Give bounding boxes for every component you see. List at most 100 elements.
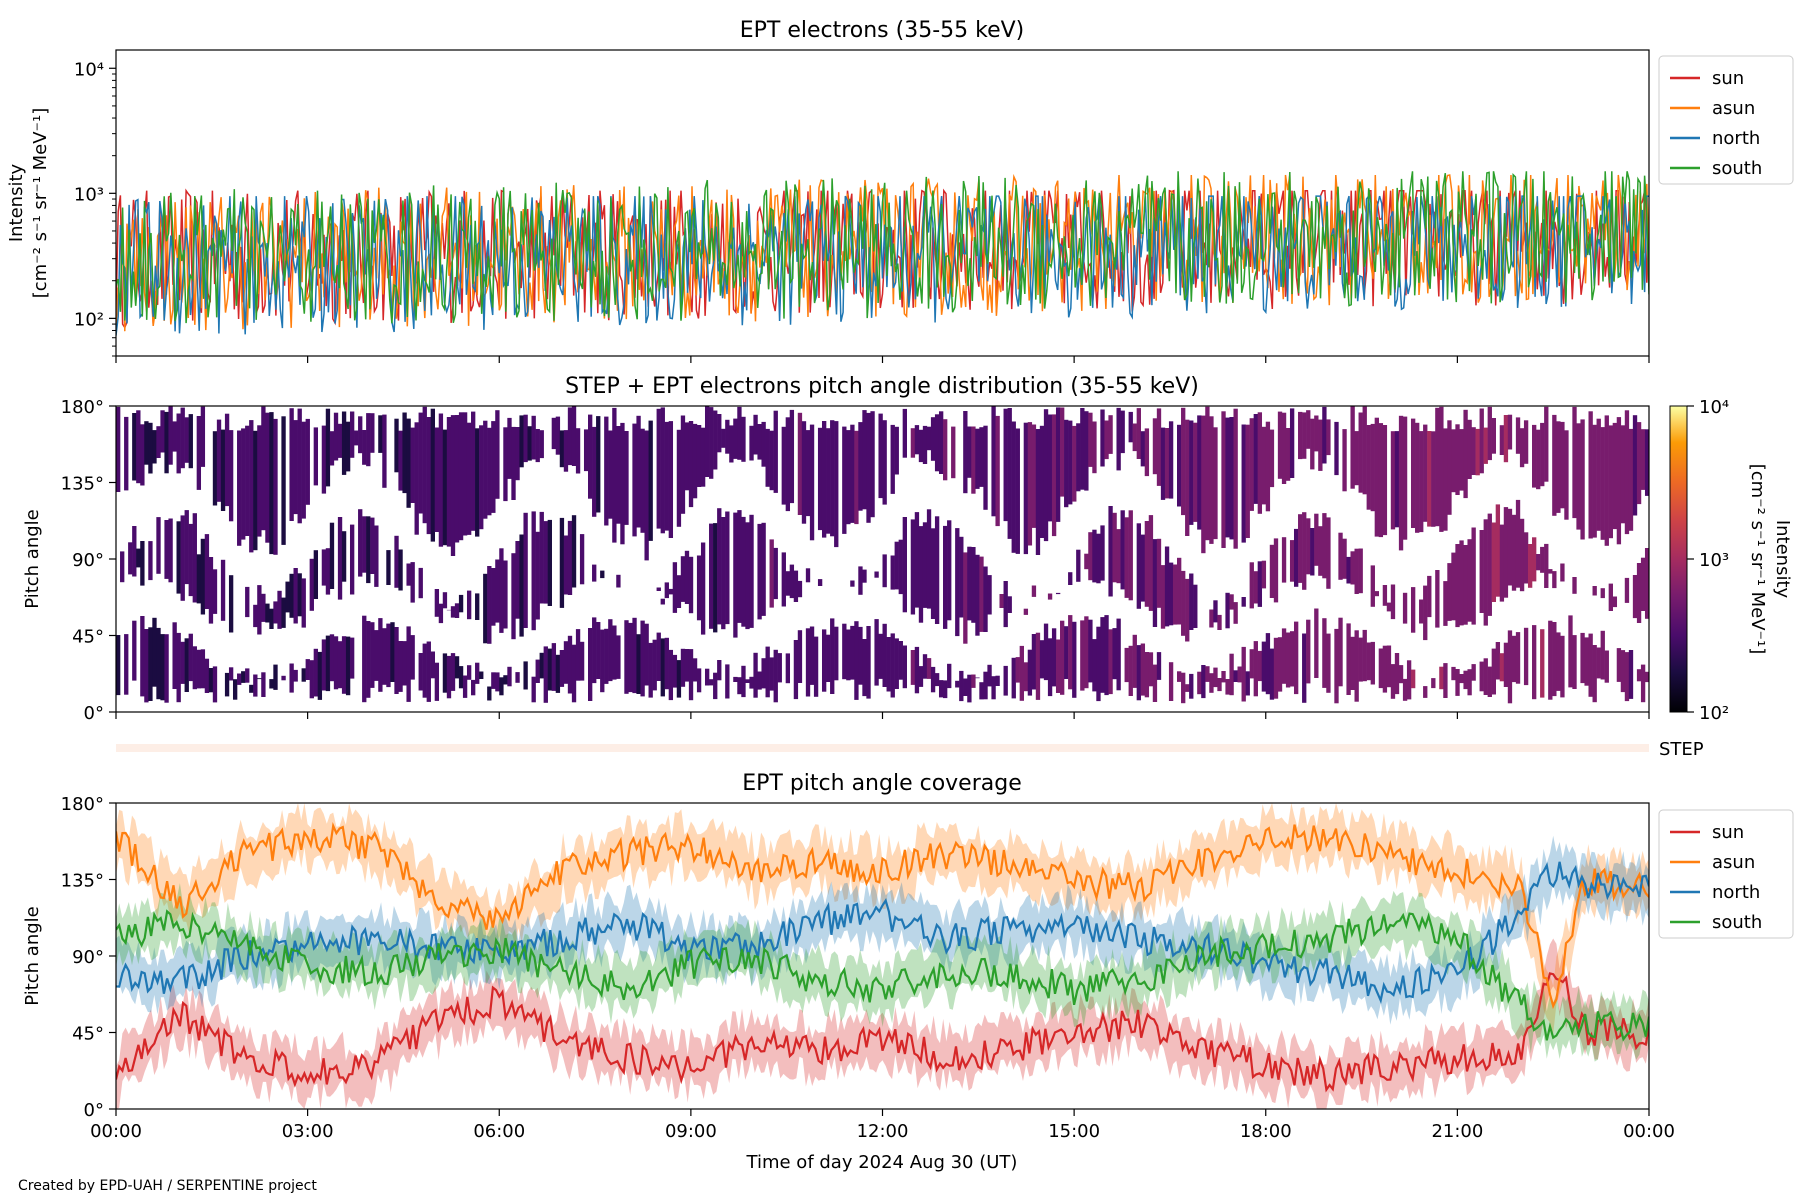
heatmap-cell — [309, 660, 314, 699]
heatmap-cell — [1189, 420, 1194, 525]
heatmap-cell — [164, 411, 169, 474]
heatmap-cell — [1346, 556, 1351, 584]
heatmap-cell — [1181, 672, 1186, 704]
heatmap-cell — [152, 617, 157, 687]
heatmap-cell — [1423, 585, 1428, 641]
heatmap-cell — [588, 414, 593, 499]
legend-label-sun: sun — [1712, 822, 1744, 843]
heatmap-cell — [180, 407, 185, 469]
heatmap-cell — [269, 679, 274, 689]
heatmap-cell — [1374, 417, 1379, 537]
heatmap-cell — [394, 535, 399, 588]
heatmap-cell — [1507, 630, 1513, 704]
heatmap-cell — [1503, 507, 1509, 598]
heatmap-cell — [700, 427, 706, 487]
heatmap-cell — [902, 408, 907, 458]
heatmap-cell — [176, 632, 181, 703]
heatmap-cell — [1209, 673, 1214, 693]
heatmap-cell — [426, 417, 431, 535]
heatmap-cell — [914, 646, 920, 694]
heatmap-cell — [1285, 428, 1291, 481]
heatmap-cell — [543, 646, 548, 703]
heatmap-cell — [293, 669, 298, 682]
heatmap-cell — [1144, 652, 1150, 698]
coverage-line-north — [116, 861, 1649, 1004]
heatmap-cell — [983, 566, 988, 632]
heatmap-cell — [1108, 629, 1113, 695]
heatmap-cell — [1201, 665, 1206, 699]
heatmap-cell — [1576, 423, 1581, 530]
heatmap-cell — [124, 416, 129, 491]
heatmap-cell — [785, 417, 791, 512]
heatmap-cell — [249, 684, 254, 693]
heatmap-cell — [1055, 639, 1061, 693]
heatmap-cell — [422, 643, 427, 698]
heatmap-cell — [1132, 423, 1137, 452]
heatmap-cell — [1144, 521, 1150, 607]
heatmap-cell — [1084, 616, 1089, 689]
heatmap-cell — [1298, 411, 1303, 460]
heatmap-cell — [616, 635, 621, 679]
heatmap-cell — [1172, 564, 1178, 625]
heatmap-cell — [902, 517, 907, 613]
heatmap-cell — [608, 619, 613, 682]
heatmap-cell — [765, 428, 770, 487]
footer-credit: Created by EPD-UAH / SERPENTINE project — [18, 1178, 317, 1194]
heatmap-cell — [1293, 528, 1299, 587]
heatmap-cell — [660, 598, 665, 605]
heatmap-cell — [164, 634, 169, 703]
heatmap-cell — [612, 625, 617, 680]
heatmap-cell — [483, 420, 488, 519]
heatmap-cell — [414, 422, 419, 535]
heatmap-cell — [370, 622, 375, 688]
heatmap-cell — [1273, 637, 1279, 699]
heatmap-cell — [196, 416, 202, 490]
heatmap-cell — [285, 581, 290, 613]
heatmap-cell — [894, 426, 899, 475]
heatmap-cell — [1027, 422, 1033, 546]
heatmap-cell — [1406, 660, 1412, 700]
heatmap-cell — [676, 575, 682, 608]
heatmap-cell — [454, 603, 460, 618]
heatmap-cell — [934, 414, 940, 472]
heatmap-cell — [362, 615, 367, 703]
heatmap-cell — [721, 517, 726, 630]
heatmap-cell — [692, 658, 698, 682]
heatmap-cell — [1055, 592, 1061, 595]
heatmap-cell — [1213, 600, 1218, 623]
heatmap-cell — [902, 645, 907, 689]
heatmap-cell — [531, 511, 536, 631]
heatmap-cell — [1201, 415, 1206, 554]
heatmap-cell — [979, 682, 984, 700]
colorbar-ticks: 10² 10³ 10⁴ — [1687, 397, 1729, 724]
heatmap-cell — [1487, 513, 1492, 616]
heatmap-cell — [289, 573, 294, 618]
heatmap-cell — [910, 650, 916, 685]
panel-pitch-angle-distribution: STEP + EPT electrons pitch angle distrib… — [22, 374, 1793, 724]
heatmap-cell — [1386, 602, 1392, 612]
heatmap-cell — [850, 580, 855, 587]
heatmap-cell — [458, 594, 464, 613]
heatmap-cell — [124, 634, 129, 695]
heatmap-cell — [1245, 671, 1250, 696]
heatmap-cell — [749, 676, 754, 689]
heatmap-cell — [289, 408, 294, 521]
heatmap-cell — [1306, 410, 1311, 449]
heatmap-cell — [1229, 594, 1234, 610]
heatmap-cell — [438, 603, 444, 624]
heatmap-cell — [1047, 638, 1053, 697]
heatmap-cell — [475, 593, 480, 620]
heatmap-cell — [717, 414, 722, 453]
heatmap-cell — [862, 410, 867, 510]
heatmap-cell — [668, 421, 674, 538]
heatmap-cell — [160, 410, 165, 453]
heatmap-cell — [1499, 653, 1505, 682]
heatmap-cell — [1532, 625, 1537, 700]
heatmap-cell — [329, 522, 335, 589]
heatmap-cell — [471, 679, 476, 696]
heatmap-cell — [281, 416, 286, 545]
heatmap-cell — [1148, 515, 1154, 611]
heatmap-cell — [358, 509, 363, 577]
heatmap-cell — [503, 675, 508, 685]
heatmap-cell — [491, 568, 496, 626]
